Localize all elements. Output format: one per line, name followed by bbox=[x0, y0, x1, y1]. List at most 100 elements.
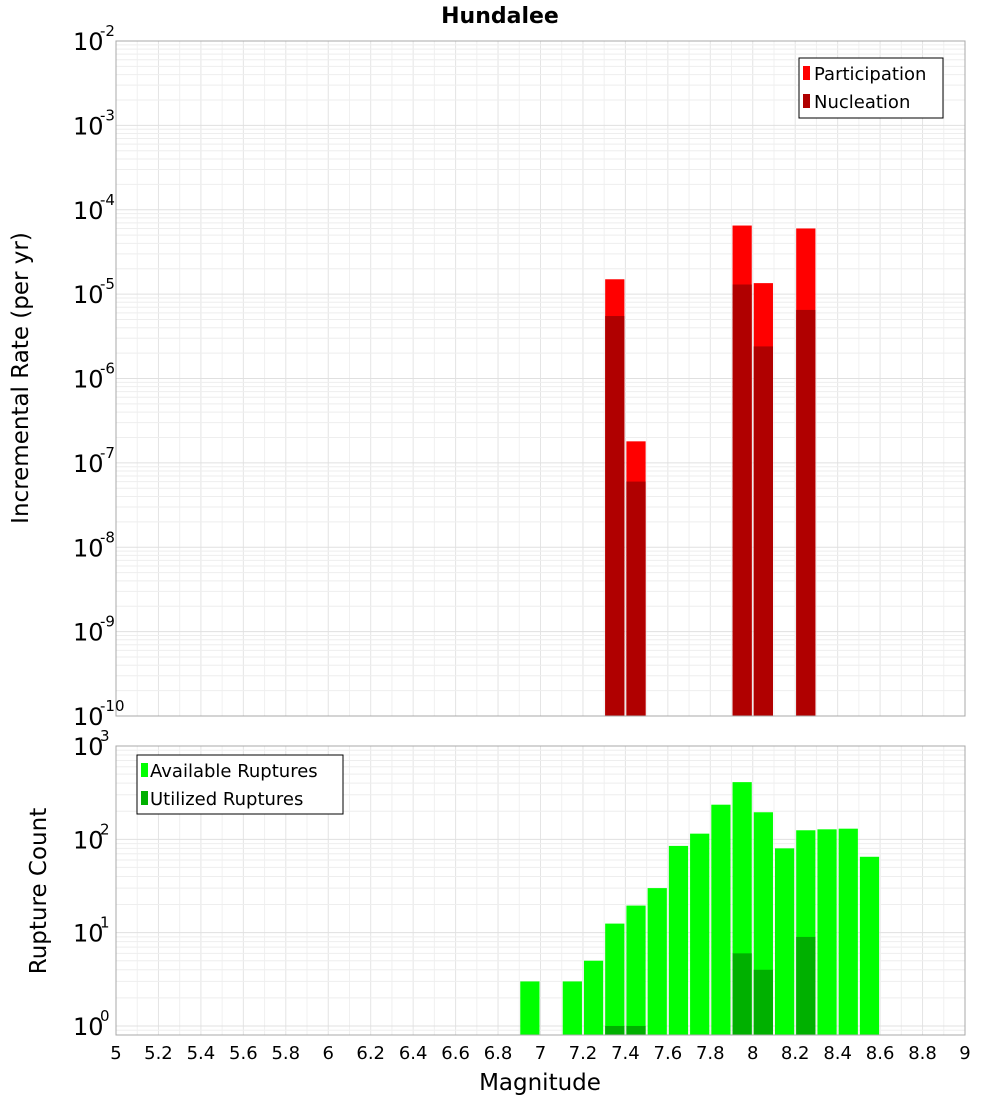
top-y-tick-base: 10 bbox=[73, 703, 104, 731]
x-tick-label: 6.2 bbox=[356, 1043, 385, 1064]
x-tick-label: 5.2 bbox=[144, 1043, 173, 1064]
top-y-tick-exp: -4 bbox=[100, 191, 115, 209]
top-y-tick: 10-3 bbox=[73, 106, 115, 140]
x-tick-label: 8.6 bbox=[866, 1043, 895, 1064]
bottom-y-tick-base: 10 bbox=[73, 920, 104, 948]
x-tick-label: 7.2 bbox=[569, 1043, 598, 1064]
top-y-tick-exp: -5 bbox=[100, 275, 115, 293]
bottom-y-tick: 103 bbox=[73, 727, 110, 761]
bottom-bar-available-ruptures bbox=[838, 828, 858, 1035]
chart-title: Hundalee bbox=[441, 4, 559, 29]
x-ticks: 5 5.2 5.4 5.6 5.8 6 6.2 6.4 6.6 6.8 7 7.2 7.4 7.6 7.8 8… bbox=[110, 1043, 970, 1064]
top-y-tick-exp: -9 bbox=[100, 613, 115, 631]
top-legend-box bbox=[798, 57, 944, 119]
top-gridlines bbox=[115, 40, 966, 717]
bottom-bar-utilized-ruptures bbox=[605, 1025, 625, 1035]
x-tick-label: 6.4 bbox=[399, 1043, 428, 1064]
x-tick-label: 5.4 bbox=[187, 1043, 216, 1064]
x-tick-label: 8.8 bbox=[908, 1043, 937, 1064]
top-y-tick: 10-7 bbox=[73, 444, 115, 478]
top-bar-nucleation bbox=[732, 284, 752, 716]
top-y-tick-base: 10 bbox=[73, 534, 104, 562]
x-axis-label: Magnitude bbox=[479, 1070, 601, 1096]
top-y-tick-base: 10 bbox=[73, 619, 104, 647]
bottom-plot-frame bbox=[115, 745, 966, 1036]
bottom-y-tick-exp: 3 bbox=[100, 727, 110, 745]
bottom-y-axis-label: Rupture Count bbox=[26, 808, 52, 974]
top-y-tick-exp: -6 bbox=[100, 360, 115, 378]
top-bar-nucleation bbox=[753, 346, 773, 716]
top-y-tick-base: 10 bbox=[73, 28, 104, 56]
top-y-axis-label: Incremental Rate (per yr) bbox=[8, 232, 34, 524]
top-bar-nucleation bbox=[626, 481, 646, 716]
x-tick-label: 8.4 bbox=[823, 1043, 852, 1064]
bottom-y-tick-base: 10 bbox=[73, 826, 104, 854]
x-tick-label: 6.8 bbox=[484, 1043, 513, 1064]
top-y-ticks: 10-210-310-410-510-610-710-810-910-10 bbox=[73, 22, 125, 731]
legend-label-available: Available Ruptures bbox=[150, 761, 318, 782]
top-y-tick-exp: -10 bbox=[100, 697, 125, 715]
bottom-legend-box bbox=[136, 754, 344, 815]
bottom-bar-available-ruptures bbox=[626, 905, 646, 1035]
x-tick-label: 6 bbox=[323, 1043, 334, 1064]
top-plot-frame bbox=[115, 40, 966, 717]
bottom-bar-available-ruptures bbox=[690, 833, 710, 1035]
top-y-tick: 10-4 bbox=[73, 191, 115, 225]
legend-swatch-utilized bbox=[141, 791, 148, 805]
top-y-tick: 10-10 bbox=[73, 697, 125, 731]
top-y-tick-exp: -8 bbox=[100, 528, 115, 546]
legend-swatch-available bbox=[141, 763, 148, 777]
x-tick-label: 7 bbox=[535, 1043, 546, 1064]
top-legend: Participation Nucleation bbox=[798, 57, 944, 119]
top-y-tick-exp: -7 bbox=[100, 444, 115, 462]
x-tick-label: 7.6 bbox=[654, 1043, 683, 1064]
bottom-bars bbox=[520, 782, 880, 1035]
legend-label-nucleation: Nucleation bbox=[814, 92, 910, 113]
bottom-y-tick-exp: 1 bbox=[100, 914, 110, 932]
top-panel: 10-210-310-410-510-610-710-810-910-10 In… bbox=[8, 22, 966, 731]
bottom-y-tick: 100 bbox=[73, 1007, 110, 1041]
bottom-bar-available-ruptures bbox=[817, 829, 837, 1035]
top-y-tick: 10-2 bbox=[73, 22, 115, 56]
bottom-bar-utilized-ruptures bbox=[732, 953, 752, 1035]
top-bars bbox=[605, 225, 816, 716]
legend-label-participation: Participation bbox=[814, 64, 926, 85]
top-bar-nucleation bbox=[605, 316, 625, 716]
bottom-bar-utilized-ruptures bbox=[626, 1025, 646, 1035]
top-bar-nucleation bbox=[796, 309, 816, 716]
bottom-legend: Available Ruptures Utilized Ruptures bbox=[136, 754, 344, 815]
x-tick-label: 5 bbox=[110, 1043, 121, 1064]
legend-label-utilized: Utilized Ruptures bbox=[150, 789, 303, 810]
bottom-y-tick: 101 bbox=[73, 914, 110, 948]
top-y-tick-exp: -3 bbox=[100, 106, 115, 124]
bottom-y-tick-exp: 0 bbox=[100, 1007, 110, 1025]
x-tick-label: 7.4 bbox=[611, 1043, 640, 1064]
top-y-tick-base: 10 bbox=[73, 112, 104, 140]
top-y-tick: 10-8 bbox=[73, 528, 115, 562]
top-y-tick-exp: -2 bbox=[100, 22, 115, 40]
x-tick-label: 7.8 bbox=[696, 1043, 725, 1064]
bottom-bar-available-ruptures bbox=[668, 845, 689, 1035]
bottom-bar-available-ruptures bbox=[562, 981, 582, 1035]
bottom-y-tick: 102 bbox=[73, 820, 110, 854]
bottom-bar-utilized-ruptures bbox=[753, 969, 773, 1035]
x-tick-label: 8.2 bbox=[781, 1043, 810, 1064]
top-y-tick: 10-6 bbox=[73, 360, 115, 394]
x-tick-label: 6.6 bbox=[441, 1043, 470, 1064]
bottom-bar-available-ruptures bbox=[859, 856, 880, 1035]
bottom-y-tick-base: 10 bbox=[73, 733, 104, 761]
bottom-bar-available-ruptures bbox=[583, 960, 604, 1035]
bottom-bar-available-ruptures bbox=[520, 981, 540, 1035]
x-tick-label: 9 bbox=[959, 1043, 970, 1064]
bottom-bar-available-ruptures bbox=[711, 804, 731, 1035]
top-y-tick-base: 10 bbox=[73, 197, 104, 225]
legend-swatch-participation bbox=[803, 66, 810, 80]
top-y-tick: 10-9 bbox=[73, 613, 115, 647]
top-y-tick: 10-5 bbox=[73, 275, 115, 309]
x-tick-label: 5.8 bbox=[271, 1043, 300, 1064]
bottom-y-tick-base: 10 bbox=[73, 1013, 104, 1041]
bottom-bar-available-ruptures bbox=[605, 923, 625, 1035]
